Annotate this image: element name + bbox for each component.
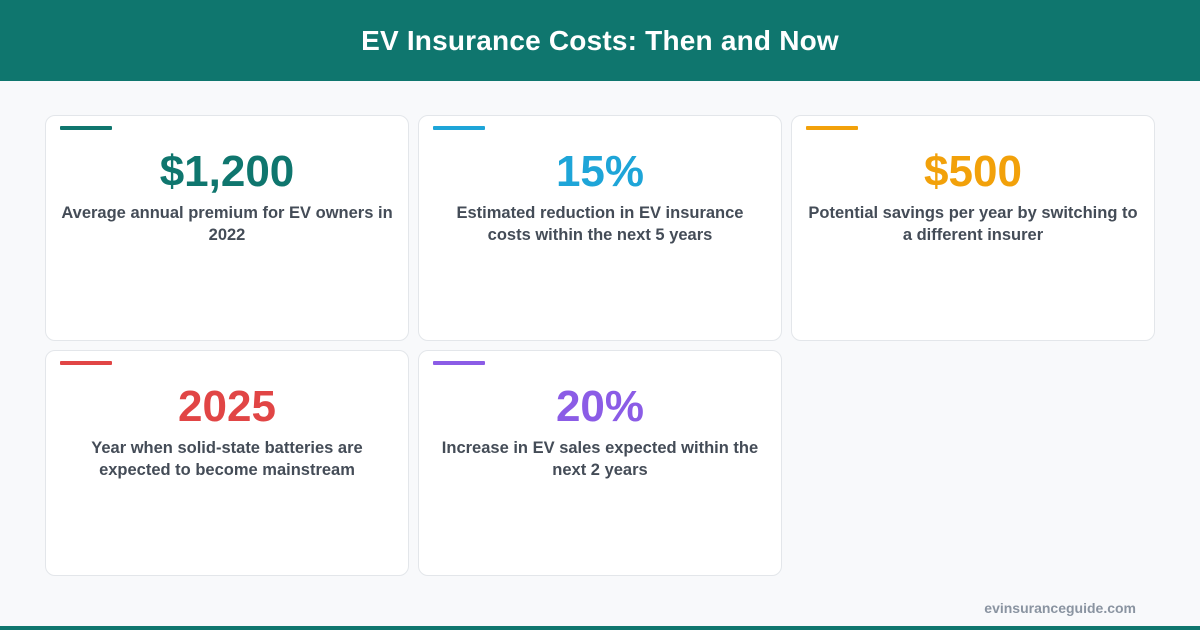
stat-description: Potential savings per year by switching … bbox=[808, 204, 1138, 244]
stat-description: Estimated reduction in EV insurance cost… bbox=[456, 204, 744, 244]
stat-accent-bar bbox=[433, 126, 485, 130]
stat-value: 2025 bbox=[178, 382, 276, 431]
stat-value: 20% bbox=[555, 382, 645, 431]
stat-accent-bar bbox=[60, 126, 112, 130]
stat-description: Increase in EV sales expected within the… bbox=[441, 439, 759, 479]
stat-value: $500 bbox=[924, 147, 1022, 196]
stat-value: $1,200 bbox=[159, 147, 295, 196]
stat-description: Year when solid-state batteries are expe… bbox=[91, 439, 363, 479]
stat-card-savings: $500 Potential savings per year by switc… bbox=[791, 115, 1155, 341]
stat-accent-bar bbox=[433, 361, 485, 365]
footer-bar bbox=[0, 626, 1200, 630]
stat-description: Average annual premium for EV owners in … bbox=[61, 204, 393, 244]
footer-site-name: evinsuranceguide.com bbox=[984, 600, 1136, 616]
page-title: EV Insurance Costs: Then and Now bbox=[361, 24, 839, 56]
stat-value: 15% bbox=[555, 147, 645, 196]
stat-card-sales: 20% Increase in EV sales expected within… bbox=[418, 350, 782, 576]
header-banner: EV Insurance Costs: Then and Now bbox=[0, 0, 1200, 81]
stat-accent-bar bbox=[60, 361, 112, 365]
stat-card-batteries: 2025 Year when solid-state batteries are… bbox=[45, 350, 409, 576]
stat-accent-bar bbox=[806, 126, 858, 130]
stats-grid: $1,200 Average annual premium for EV own… bbox=[45, 115, 1155, 576]
stat-card-reduction: 15% Estimated reduction in EV insurance … bbox=[418, 115, 782, 341]
stat-card-premium: $1,200 Average annual premium for EV own… bbox=[45, 115, 409, 341]
